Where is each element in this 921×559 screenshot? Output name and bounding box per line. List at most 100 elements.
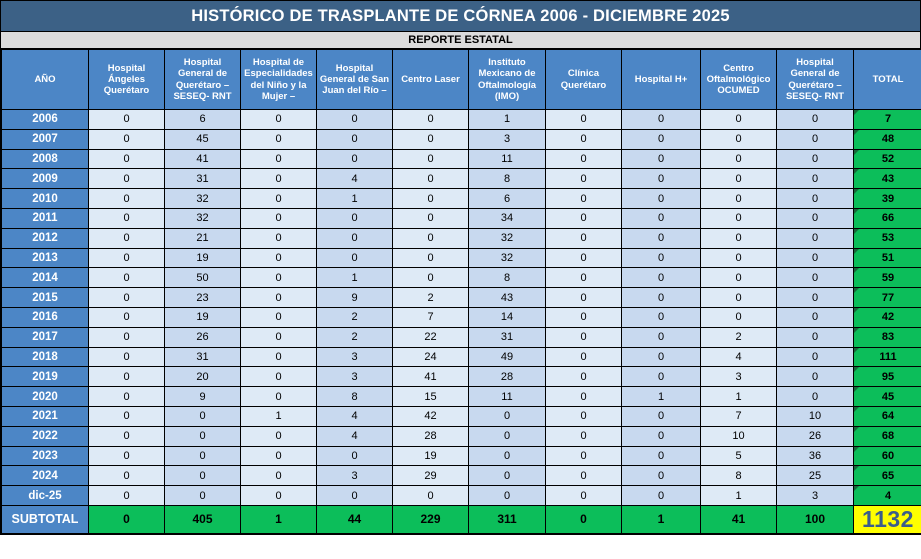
data-cell: 0 [545,306,622,328]
year-cell: 2024 [1,465,89,487]
data-cell: 0 [240,128,317,150]
total-cell: 83 [853,326,921,348]
data-cell: 1 [468,109,546,130]
data-cell: 3 [316,346,393,368]
subtotal-cell: 229 [392,504,469,534]
data-cell: 0 [316,148,393,170]
data-cell: 0 [468,425,546,447]
data-cell: 0 [88,326,165,348]
data-cell: 0 [776,128,854,150]
data-cell: 25 [776,465,854,487]
table-row: 2015 0 23 0 9 2 43 0 0 0 0 77 [1,287,921,308]
data-cell: 0 [621,188,701,209]
data-cell: 0 [164,445,241,467]
data-cell: 0 [240,109,317,130]
data-cell: 0 [88,465,165,487]
data-cell: 0 [621,128,701,150]
data-cell: 42 [392,405,469,427]
data-cell: 0 [240,148,317,170]
subtotal-label: SUBTOTAL [1,504,89,534]
data-cell: 11 [468,148,546,170]
data-cell: 0 [776,287,854,308]
data-cell: 7 [392,306,469,328]
total-cell: 43 [853,168,921,190]
data-cell: 0 [545,168,622,190]
data-cell: 31 [164,346,241,368]
data-cell: 0 [700,109,777,130]
total-cell: 59 [853,267,921,289]
report-subtitle: REPORTE ESTATAL [1,32,920,49]
data-cell: 0 [621,247,701,269]
subtotal-cell: 0 [545,504,622,534]
data-cell: 20 [164,366,241,388]
table-row: 2014 0 50 0 1 0 8 0 0 0 0 59 [1,267,921,289]
column-header-2: Hospital General de Querétaro – SESEQ- R… [164,49,241,110]
data-cell: 32 [164,188,241,209]
data-cell: 0 [392,168,469,190]
report-title: HISTÓRICO DE TRASPLANTE DE CÓRNEA 2006 -… [1,1,920,32]
column-header-0: AÑO [1,49,89,110]
data-cell: 0 [88,148,165,170]
data-cell: 0 [545,445,622,467]
data-cell: 8 [468,168,546,190]
data-cell: 0 [316,109,393,130]
total-cell: 64 [853,405,921,427]
total-cell: 51 [853,247,921,269]
data-cell: 4 [316,405,393,427]
data-cell: 0 [545,109,622,130]
data-cell: 2 [392,287,469,308]
data-cell: 0 [240,485,317,506]
total-cell: 60 [853,445,921,467]
data-cell: 0 [700,188,777,209]
table-row: 2012 0 21 0 0 0 32 0 0 0 0 53 [1,227,921,249]
data-cell: 0 [776,207,854,229]
report-table: AÑO Hospital Ángeles Querétaro Hospital Ge… [1,49,921,534]
data-cell: 0 [316,485,393,506]
subtotal-cell: 44 [316,504,393,534]
data-cell: 0 [392,148,469,170]
table-body: 2006 0 6 0 0 0 1 0 0 0 0 7 2007 0 45 0 0 0 3 0 0 0 0 48 2008 0 41 0… [1,109,921,534]
data-cell: 0 [88,306,165,328]
data-cell: 0 [316,445,393,467]
data-cell: 0 [545,148,622,170]
data-cell: 0 [240,386,317,407]
total-cell: 66 [853,207,921,229]
data-cell: 0 [316,128,393,150]
year-cell: 2022 [1,425,89,447]
data-cell: 45 [164,128,241,150]
data-cell: 31 [468,326,546,348]
total-cell: 95 [853,366,921,388]
data-cell: 28 [468,366,546,388]
data-cell: 2 [316,306,393,328]
table-row: 2021 0 0 1 4 42 0 0 0 7 10 64 [1,405,921,427]
data-cell: 0 [700,148,777,170]
data-cell: 0 [316,207,393,229]
column-header-4: Hospital General de San Juan del Río – [316,49,393,110]
data-cell: 1 [316,188,393,209]
data-cell: 0 [700,306,777,328]
subtotal-row: SUBTOTAL 0 405 1 44 229 311 0 1 41 100 1132 [1,504,921,534]
data-cell: 0 [240,287,317,308]
table-row: 2007 0 45 0 0 0 3 0 0 0 0 48 [1,128,921,150]
year-cell: 2017 [1,326,89,348]
data-cell: 0 [776,109,854,130]
column-header-8: Hospital H+ [621,49,701,110]
column-header-7: Clínica Querétaro [545,49,622,110]
year-cell: 2018 [1,346,89,368]
year-cell: 2023 [1,445,89,467]
data-cell: 0 [240,306,317,328]
data-cell: 0 [621,109,701,130]
total-cell: 48 [853,128,921,150]
data-cell: 0 [316,227,393,249]
data-cell: 0 [621,267,701,289]
data-cell: 1 [240,405,317,427]
data-cell: 0 [621,207,701,229]
data-cell: 0 [776,267,854,289]
data-cell: 32 [164,207,241,229]
data-cell: 41 [164,148,241,170]
data-cell: 28 [392,425,469,447]
table-row: 2020 0 9 0 8 15 11 0 1 1 0 45 [1,386,921,407]
data-cell: 0 [392,485,469,506]
data-cell: 0 [392,247,469,269]
table-row: 2022 0 0 0 4 28 0 0 0 10 26 68 [1,425,921,447]
